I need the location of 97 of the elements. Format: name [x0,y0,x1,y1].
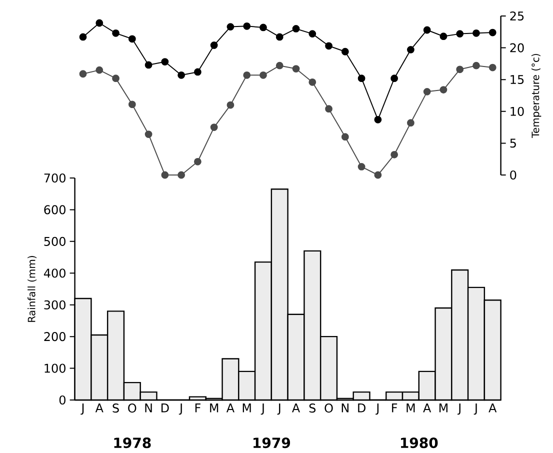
point [161,171,169,179]
x-tick-label: N [342,404,348,412]
point [341,133,349,141]
point [243,71,251,79]
point [374,171,382,179]
y-tick-label: 10 [510,106,524,116]
point [161,58,169,66]
y-tick-label: 700 [44,173,66,183]
x-tick-label: M [242,404,251,412]
point [358,74,366,82]
x-tick-label: M [210,404,218,412]
point [226,23,234,31]
point [456,30,464,38]
point [210,42,218,49]
point [79,33,87,41]
y-axis-title: Rainfall (mm) [28,256,37,322]
y-tick-label: 300 [44,300,66,310]
point [472,29,480,37]
point [423,26,431,34]
x-tick-label: D [358,404,366,412]
point [407,46,414,54]
y-tick-label: 0 [59,395,66,405]
y-tick-label: 5 [510,138,516,148]
y-tick-label: 0 [510,170,516,180]
y-tick-label: 600 [44,205,66,214]
x-tick-label: J [80,404,84,415]
point [390,74,398,82]
x-tick-label: O [128,404,136,413]
x-tick-label: J [260,404,264,415]
y-tick-label: 200 [44,332,66,342]
point [96,66,104,74]
point [374,116,382,124]
point [440,86,448,94]
point [390,150,398,158]
x-tick-label: J [178,404,182,415]
point [194,158,202,166]
point [210,124,218,131]
point [276,62,284,70]
point [308,30,316,38]
x-tick-label: J [376,404,379,415]
point [112,29,120,37]
text: 1978 [114,438,151,448]
y-tick-label: 25 [510,11,524,21]
point [226,101,234,109]
point [178,171,186,179]
point [79,70,87,78]
point [96,19,104,27]
x-tick-label: D [161,404,169,412]
point [128,35,136,43]
point [325,105,332,113]
x-tick-label: A [95,404,104,412]
point [440,32,448,40]
point [488,64,496,72]
x-tick-label: A [423,404,432,412]
x-tick-label: N [145,404,152,412]
point [144,130,152,138]
x-tick-label: M [406,404,415,412]
y-tick-label: 400 [44,268,66,278]
text: 1979 [254,438,290,448]
point [178,71,186,79]
y-tick-label: 20 [510,43,524,52]
x-tick-label: A [488,404,497,412]
y-tick-label: 15 [510,75,524,84]
x-tick-label: A [292,404,300,412]
x-tick-label: O [324,404,333,413]
x-tick-label: S [309,404,316,413]
point [407,119,414,127]
x-tick-label: F [195,404,200,412]
x-tick-label: J [457,404,460,415]
point [325,42,332,50]
x-tick-label: F [392,404,398,412]
point [260,71,267,79]
x-tick-label: A [226,404,234,412]
point [144,61,152,69]
y-tick-label: 500 [44,236,66,246]
y-tick-label: 100 [44,364,66,373]
point [456,66,464,74]
point [112,74,120,82]
x-tick-label: M [439,404,448,412]
point [292,25,300,32]
x-tick-label: S [112,404,119,413]
point [423,88,431,96]
point [341,48,349,56]
point [128,100,136,108]
point [260,24,267,32]
point [292,65,300,72]
point [308,78,316,86]
x-tick-label: J [277,404,280,415]
x-tick-label: J [474,404,477,415]
point [194,68,202,76]
point [472,62,480,70]
y-axis-title: Temperature (°c) [531,54,542,138]
text: 1980 [400,438,438,448]
point [358,163,366,170]
point [243,22,251,30]
point [488,28,496,36]
point [276,33,284,41]
